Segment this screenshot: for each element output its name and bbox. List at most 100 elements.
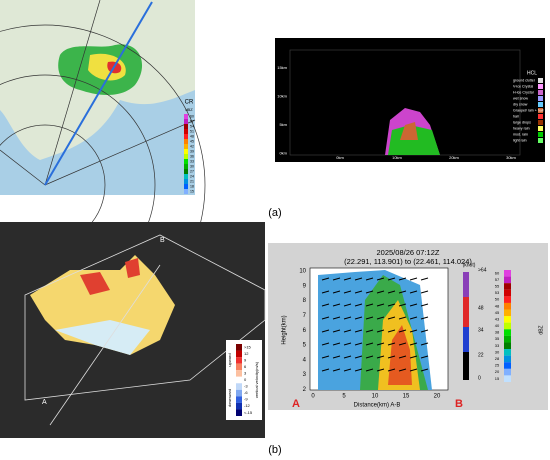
colorbar-title: vertical velocity(m/s) — [254, 361, 259, 398]
colorbar-tick-label: -6 — [244, 390, 248, 395]
colorbar-tick-label: 25 — [495, 363, 500, 368]
colorbar-tick-label: -9 — [244, 397, 248, 402]
wind-barb — [332, 303, 341, 307]
wind-barb — [354, 277, 363, 281]
y-tick-label: 10 — [299, 269, 306, 275]
chart-title: 2025/08/26 07:12Z — [377, 248, 440, 257]
colorbar-tick-label: 21 — [190, 179, 194, 183]
wind-barb — [332, 290, 341, 294]
wind-barb — [376, 355, 385, 359]
colorbar-unit: dBZ — [538, 325, 544, 334]
wind-barb — [365, 303, 374, 307]
legend-swatch — [538, 132, 543, 137]
wind-barb — [398, 290, 407, 294]
colorbar-swatch — [504, 355, 511, 363]
colorbar-swatch — [504, 368, 511, 376]
wind-barb — [321, 329, 330, 333]
colorbar-tick-label: >64 — [478, 267, 487, 273]
colorbar-swatch — [504, 349, 511, 356]
legend-label: wet snow — [513, 96, 528, 100]
colorbar-tick-label: 42 — [190, 144, 194, 148]
legend-label: mod. rain — [513, 132, 528, 136]
wind-barb — [365, 277, 374, 281]
colorbar-swatch — [504, 302, 511, 310]
wind-barb — [398, 355, 407, 359]
legend-swatch — [538, 114, 543, 119]
colorbar-swatch — [184, 164, 188, 169]
wind-barb — [343, 316, 352, 320]
wind-barb — [343, 290, 352, 294]
colorbar-unit: (knot) — [463, 262, 476, 268]
colorbar-swatch — [236, 344, 242, 351]
wind-barb — [398, 303, 407, 307]
colorbar-swatch — [184, 144, 188, 149]
wind-barb — [365, 316, 374, 320]
wind-barb — [321, 342, 330, 346]
legend-swatch — [538, 96, 543, 101]
y-tick-label: 6 — [303, 328, 307, 334]
colorbar-tick-label: >15 — [244, 344, 252, 349]
colorbar-swatch — [504, 329, 511, 336]
y-tick-label: 8 — [303, 298, 307, 304]
x-tick-label: 0 — [311, 394, 315, 400]
colorbar-swatch — [184, 174, 188, 179]
wind-barb — [387, 355, 396, 359]
legend-label: V-ice Crystal — [513, 84, 533, 88]
wind-barb — [332, 277, 341, 281]
colorbar-tick-label: 0 — [244, 377, 247, 382]
wind-barb — [365, 355, 374, 359]
wind-barb — [365, 329, 374, 333]
wind-barb — [376, 290, 385, 294]
wind-barb — [332, 368, 341, 372]
colorbar-tick-label: 39 — [190, 149, 194, 153]
colorbar-tick-label: 15 — [495, 376, 500, 381]
y-tick-label: 4 — [303, 357, 307, 363]
wind-barb — [343, 303, 352, 307]
point-label: B — [160, 237, 165, 244]
x-tick-label: 5 — [342, 394, 346, 400]
colorbar-tick-label: 9 — [244, 357, 247, 362]
colorbar-swatch — [236, 376, 242, 384]
x-tick-label: 10km — [392, 155, 402, 160]
wind-barb — [387, 303, 396, 307]
x-tick-label: 15 — [403, 394, 410, 400]
colorbar-swatch — [504, 309, 511, 317]
colorbar-tick-label: 60 — [495, 270, 500, 275]
colorbar-tick-label: 55 — [495, 284, 500, 289]
y-tick-label: 10km — [277, 94, 287, 99]
wind-barb — [387, 368, 396, 372]
colorbar-tick-label: 6 — [244, 364, 247, 369]
colorbar-tick-label: 33 — [495, 343, 500, 348]
y-axis-label: Height(km) — [282, 315, 288, 344]
colorbar-swatch — [504, 316, 511, 323]
colorbar-tick-label: 38 — [495, 330, 500, 335]
wind-barb — [409, 277, 418, 281]
wind-barb — [321, 368, 330, 372]
colorbar-swatch — [504, 283, 511, 290]
y-tick-label: 3 — [303, 372, 307, 378]
wind-barb — [398, 342, 407, 346]
colorbar-swatch — [184, 139, 188, 144]
wind-barb — [376, 316, 385, 320]
velocity-map: A B upward downward vertical velocity(m/… — [0, 222, 266, 438]
colorbar-title: CR — [185, 100, 194, 106]
wind-barb — [376, 329, 385, 333]
legend-title: HCL — [527, 70, 537, 76]
point-label: A — [42, 399, 47, 406]
panel-label: (b) — [268, 444, 281, 456]
legend-label: large drops — [513, 120, 531, 124]
wind-barb — [398, 316, 407, 320]
wind-barb — [354, 342, 363, 346]
colorbar-tick-label: 24 — [190, 174, 194, 178]
colorbar-tick-label: 43 — [495, 316, 500, 321]
legend-swatch — [538, 120, 543, 125]
wind-barb — [321, 290, 330, 294]
wind-barb — [332, 342, 341, 346]
x-tick-label: 20 — [434, 394, 441, 400]
wind-barb — [387, 316, 396, 320]
colorbar-swatch — [236, 409, 242, 416]
chart-subtitle: (22.291, 113.901) to (22.461, 114.024) — [344, 257, 472, 266]
colorbar-swatch — [504, 335, 511, 343]
colorbar-swatch — [236, 363, 242, 371]
x-tick-label: 30km — [506, 155, 516, 160]
